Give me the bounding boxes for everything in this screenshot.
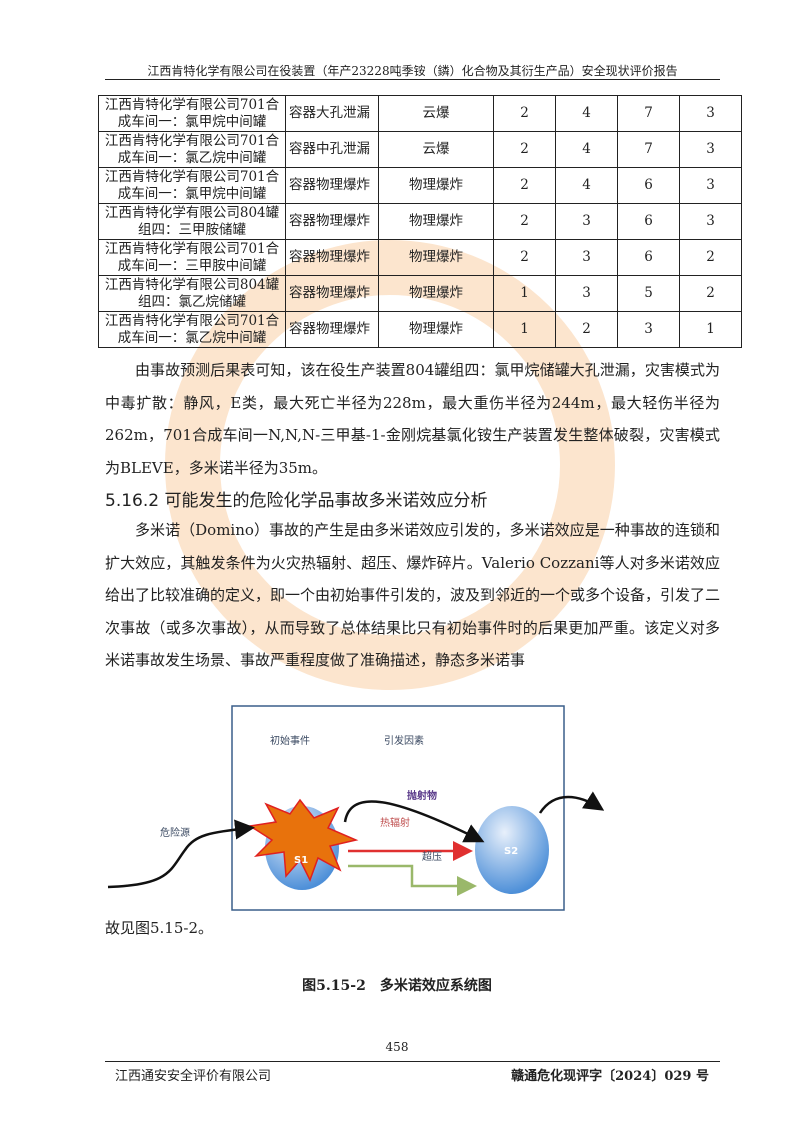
hazard-arrow bbox=[107, 819, 255, 889]
accident-consequence-table: 江西肯特化学有限公司701合成车间一：氯甲烷中间罐 容器大孔泄漏 云爆 2 4 7 3 江西肯… bbox=[98, 95, 742, 348]
table-cell: 5 bbox=[617, 275, 680, 312]
table-cell: 2 bbox=[493, 167, 556, 204]
table-row: 江西肯特化学有限公司701合成车间一：氯甲烷中间罐 容器物理爆炸 物理爆炸 2 4 6 3 bbox=[98, 167, 742, 204]
label-trigger-factors: 引发因素 bbox=[384, 734, 424, 747]
footer-divider bbox=[105, 1061, 720, 1062]
table-cell: 容器中孔泄漏 bbox=[285, 131, 379, 168]
table-cell: 江西肯特化学有限公司804罐组四：氯乙烷储罐 bbox=[98, 275, 286, 312]
label-hazard-source: 危险源 bbox=[160, 826, 190, 839]
table-cell: 2 bbox=[493, 131, 556, 168]
table-cell: 江西肯特化学有限公司701合成车间一：氯乙烷中间罐 bbox=[98, 311, 286, 348]
table-cell: 1 bbox=[679, 311, 742, 348]
table-cell: 7 bbox=[617, 131, 680, 168]
header-divider bbox=[105, 79, 720, 80]
table-cell: 容器物理爆炸 bbox=[285, 239, 379, 276]
table-cell: 2 bbox=[679, 239, 742, 276]
table-cell: 物理爆炸 bbox=[378, 167, 494, 204]
table-cell: 6 bbox=[617, 203, 680, 240]
table-cell: 1 bbox=[493, 311, 556, 348]
table-cell: 云爆 bbox=[378, 131, 494, 168]
figure-caption: 图5.15-2 多米诺效应系统图 bbox=[302, 978, 492, 994]
s2-node bbox=[475, 806, 549, 894]
table-row: 江西肯特化学有限公司701合成车间一：氯乙烷中间罐 容器中孔泄漏 云爆 2 4 7 3 bbox=[98, 131, 742, 168]
table-cell: 6 bbox=[617, 239, 680, 276]
table-cell: 容器物理爆炸 bbox=[285, 167, 379, 204]
domino-diagram: 初始事件 引发因素 抛射物 热辐射 超压 危险源 S1 S2 bbox=[107, 705, 605, 911]
footer-doc-number: 赣通危化现评字〔2024〕029 号 bbox=[511, 1069, 709, 1084]
table-cell: 2 bbox=[555, 311, 618, 348]
table-cell: 4 bbox=[555, 95, 618, 132]
table-cell: 1 bbox=[493, 275, 556, 312]
table-cell: 3 bbox=[555, 203, 618, 240]
label-heat-radiation: 热辐射 bbox=[380, 816, 410, 829]
table-cell: 江西肯特化学有限公司701合成车间一：氯甲烷中间罐 bbox=[98, 95, 286, 132]
label-projectile: 抛射物 bbox=[407, 789, 437, 802]
paragraph-domino: 多米诺（Domino）事故的产生是由多米诺效应引发的，多米诺效应是一种事故的连锁… bbox=[105, 521, 721, 669]
table-cell: 容器物理爆炸 bbox=[285, 203, 379, 240]
table-cell: 2 bbox=[679, 275, 742, 312]
table-cell: 2 bbox=[493, 95, 556, 132]
footer-company: 江西通安安全评价有限公司 bbox=[115, 1069, 272, 1084]
table-cell: 2 bbox=[493, 203, 556, 240]
table-cell: 物理爆炸 bbox=[378, 239, 494, 276]
table-cell: 江西肯特化学有限公司804罐组四：三甲胺储罐 bbox=[98, 203, 286, 240]
table-row: 江西肯特化学有限公司701合成车间一：氯甲烷中间罐 容器大孔泄漏 云爆 2 4 7 3 bbox=[98, 95, 742, 132]
propagation-arrow bbox=[538, 791, 605, 814]
table-cell: 7 bbox=[617, 95, 680, 132]
table-cell: 6 bbox=[617, 167, 680, 204]
table-row: 江西肯特化学有限公司804罐组四：氯乙烷储罐 容器物理爆炸 物理爆炸 1 3 5 2 bbox=[98, 275, 742, 312]
label-overpressure: 超压 bbox=[422, 850, 442, 863]
table-cell: 3 bbox=[679, 95, 742, 132]
table-cell: 容器物理爆炸 bbox=[285, 275, 379, 312]
projectile-arrow bbox=[343, 800, 485, 843]
table-cell: 3 bbox=[679, 131, 742, 168]
table-cell: 3 bbox=[679, 167, 742, 204]
paragraph-figure-ref: 故见图5.15-2。 bbox=[105, 919, 214, 937]
table-cell: 3 bbox=[555, 239, 618, 276]
table-cell: 物理爆炸 bbox=[378, 275, 494, 312]
section-heading: 5.16.2 可能发生的危险化学品事故多米诺效应分析 bbox=[105, 491, 488, 511]
table-row: 江西肯特化学有限公司701合成车间一：氯乙烷中间罐 容器物理爆炸 物理爆炸 1 2 3 1 bbox=[98, 311, 742, 348]
label-initial-event: 初始事件 bbox=[270, 734, 310, 747]
table-cell: 物理爆炸 bbox=[378, 203, 494, 240]
table-cell: 江西肯特化学有限公司701合成车间一：氯乙烷中间罐 bbox=[98, 131, 286, 168]
label-s1: S1 bbox=[294, 855, 308, 866]
table-cell: 江西肯特化学有限公司701合成车间一：氯甲烷中间罐 bbox=[98, 167, 286, 204]
table-cell: 容器物理爆炸 bbox=[285, 311, 379, 348]
table-cell: 物理爆炸 bbox=[378, 311, 494, 348]
table-cell: 云爆 bbox=[378, 95, 494, 132]
table-cell: 3 bbox=[555, 275, 618, 312]
table-row: 江西肯特化学有限公司804罐组四：三甲胺储罐 容器物理爆炸 物理爆炸 2 3 6 3 bbox=[98, 203, 742, 240]
table-row: 江西肯特化学有限公司701合成车间一：三甲胺中间罐 容器物理爆炸 物理爆炸 2 3 6 2 bbox=[98, 239, 742, 276]
explosion-icon bbox=[247, 798, 359, 882]
overpressure-arrow bbox=[348, 864, 477, 896]
table-cell: 容器大孔泄漏 bbox=[285, 95, 379, 132]
table-cell: 4 bbox=[555, 131, 618, 168]
paragraph-consequence: 由事故预测后果表可知，该在役生产装置804罐组四：氯甲烷储罐大孔泄漏，灾害模式为… bbox=[105, 361, 720, 477]
table-cell: 2 bbox=[493, 239, 556, 276]
page-header: 江西肯特化学有限公司在役装置（年产23228吨季铵（鏻）化合物及其衍生产品）安全… bbox=[147, 64, 678, 78]
table-cell: 3 bbox=[617, 311, 680, 348]
label-s2: S2 bbox=[504, 846, 518, 857]
table-cell: 3 bbox=[679, 203, 742, 240]
table-cell: 江西肯特化学有限公司701合成车间一：三甲胺中间罐 bbox=[98, 239, 286, 276]
table-cell: 4 bbox=[555, 167, 618, 204]
page-number: 458 bbox=[385, 1040, 409, 1054]
